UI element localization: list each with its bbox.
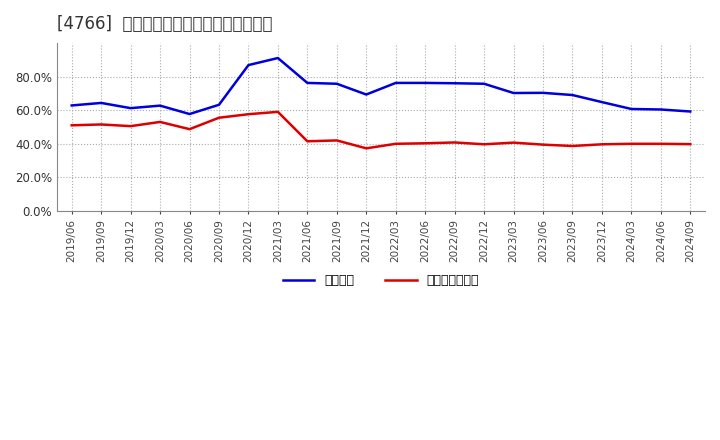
固定比率 bbox=[303, 80, 312, 85]
固定比率 bbox=[392, 80, 400, 85]
固定比率 bbox=[185, 111, 194, 117]
固定長期適合率 bbox=[421, 141, 430, 146]
固定長期適合率 bbox=[156, 119, 164, 125]
固定比率 bbox=[421, 80, 430, 85]
固定比率 bbox=[509, 90, 518, 95]
固定比率 bbox=[686, 109, 695, 114]
固定長期適合率 bbox=[97, 122, 106, 127]
固定長期適合率 bbox=[686, 142, 695, 147]
Line: 固定比率: 固定比率 bbox=[72, 58, 690, 114]
固定比率 bbox=[657, 107, 665, 112]
固定比率 bbox=[97, 100, 106, 106]
固定比率 bbox=[244, 62, 253, 68]
固定比率 bbox=[568, 92, 577, 98]
固定長期適合率 bbox=[480, 142, 488, 147]
固定長期適合率 bbox=[627, 141, 636, 147]
固定長期適合率 bbox=[333, 138, 341, 143]
固定比率 bbox=[68, 103, 76, 108]
固定比率 bbox=[627, 106, 636, 112]
固定長期適合率 bbox=[244, 112, 253, 117]
固定比率 bbox=[274, 55, 282, 61]
固定長期適合率 bbox=[126, 124, 135, 129]
固定長期適合率 bbox=[568, 143, 577, 149]
固定長期適合率 bbox=[185, 127, 194, 132]
固定比率 bbox=[333, 81, 341, 86]
固定長期適合率 bbox=[539, 142, 547, 147]
固定長期適合率 bbox=[68, 123, 76, 128]
固定長期適合率 bbox=[362, 146, 371, 151]
固定長期適合率 bbox=[598, 142, 606, 147]
固定比率 bbox=[156, 103, 164, 108]
固定長期適合率 bbox=[392, 141, 400, 147]
固定長期適合率 bbox=[509, 140, 518, 145]
固定比率 bbox=[480, 81, 488, 86]
固定比率 bbox=[126, 106, 135, 111]
固定長期適合率 bbox=[450, 140, 459, 145]
Legend: 固定比率, 固定長期適合率: 固定比率, 固定長期適合率 bbox=[278, 269, 484, 292]
固定長期適合率 bbox=[657, 141, 665, 147]
固定比率 bbox=[450, 81, 459, 86]
固定比率 bbox=[215, 102, 223, 107]
固定比率 bbox=[598, 99, 606, 105]
固定長期適合率 bbox=[274, 109, 282, 114]
固定比率 bbox=[539, 90, 547, 95]
Line: 固定長期適合率: 固定長期適合率 bbox=[72, 112, 690, 148]
固定比率 bbox=[362, 92, 371, 97]
Text: [4766]  固定比率、固定長期適合率の推移: [4766] 固定比率、固定長期適合率の推移 bbox=[57, 15, 272, 33]
固定長期適合率 bbox=[303, 139, 312, 144]
固定長期適合率 bbox=[215, 115, 223, 121]
